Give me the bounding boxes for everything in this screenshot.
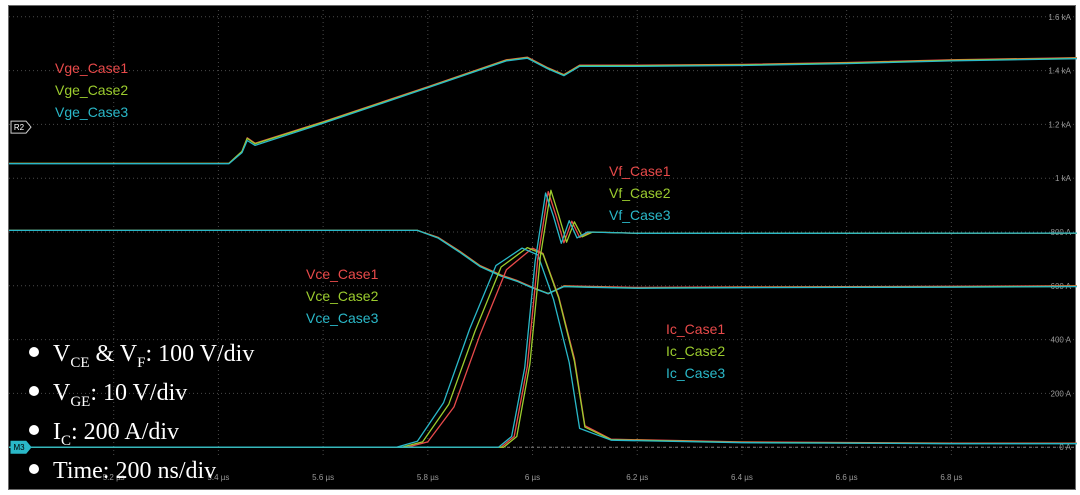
- note-vce-vf: VCE & VF: 100 V/div: [29, 339, 254, 378]
- series-label-vge_case2: Vge_Case2: [55, 82, 128, 98]
- series-line-vce_case3: [9, 229, 1077, 295]
- math-marker-label: M3: [13, 443, 25, 452]
- series-label-vce_case1: Vce_Case1: [306, 266, 379, 282]
- note-time: Time: 200 ns/div: [29, 456, 254, 495]
- series-label-vge_case1: Vge_Case1: [55, 60, 128, 76]
- x-tick-label: 5.2 µs: [103, 473, 125, 482]
- series-line-vge_case1: [9, 56, 1077, 165]
- bullet-icon: [29, 347, 39, 358]
- y-tick-label: 1.6 kA: [1048, 13, 1071, 22]
- bullet-icon: [29, 464, 39, 475]
- x-tick-label: 5.6 µs: [312, 473, 334, 482]
- note-vge: VGE: 10 V/div: [29, 378, 254, 417]
- math-marker-icon: [10, 440, 32, 454]
- x-tick-label: 5.4 µs: [207, 473, 229, 482]
- oscilloscope-screen: 5.2 µs 5.4 µs 5.6 µs 5.8 µs 6 µs 6.2 µs 6.4 µs…: [8, 5, 1077, 490]
- series-label-ic_case2: Ic_Case2: [666, 343, 725, 359]
- y-tick-label: 1.4 kA: [1048, 67, 1071, 76]
- bullet-icon: [29, 425, 39, 436]
- y-tick-label: 200 A: [1051, 389, 1072, 398]
- y-tick-label: 1.2 kA: [1048, 120, 1071, 129]
- x-tick-label: 6.2 µs: [626, 473, 648, 482]
- series-label-vce_case2: Vce_Case2: [306, 288, 379, 304]
- note-ic: IC: 200 A/div: [29, 417, 254, 456]
- x-tick-label: 6.8 µs: [940, 473, 962, 482]
- series-line-vge_case3: [9, 57, 1077, 165]
- series-label-vf_case3: Vf_Case3: [609, 207, 671, 223]
- bullet-icon: [29, 386, 39, 397]
- scale-notes: VCE & VF: 100 V/div VGE: 10 V/div IC: 20…: [29, 339, 254, 495]
- ref-marker-icon: [10, 120, 32, 134]
- ref-marker-label: R2: [14, 123, 25, 132]
- series-label-vf_case2: Vf_Case2: [609, 185, 671, 201]
- series-label-vf_case1: Vf_Case1: [609, 163, 671, 179]
- waveform-plot: 5.2 µs 5.4 µs 5.6 µs 5.8 µs 6 µs 6.2 µs 6.4 µs…: [9, 10, 1077, 482]
- x-tick-label: 5.8 µs: [417, 473, 439, 482]
- series-label-vce_case3: Vce_Case3: [306, 310, 379, 326]
- x-tick-label: 6.6 µs: [836, 473, 858, 482]
- y-tick-label: 400 A: [1051, 336, 1072, 345]
- series-line-vge_case2: [9, 57, 1077, 165]
- x-tick-label: 6 µs: [525, 473, 540, 482]
- series-line-vf_case3: [9, 192, 1077, 448]
- series-label-vge_case3: Vge_Case3: [55, 104, 128, 120]
- x-tick-label: 6.4 µs: [731, 473, 753, 482]
- series-label-ic_case3: Ic_Case3: [666, 365, 725, 381]
- series-label-ic_case1: Ic_Case1: [666, 321, 725, 337]
- y-tick-label: 1 kA: [1055, 174, 1072, 183]
